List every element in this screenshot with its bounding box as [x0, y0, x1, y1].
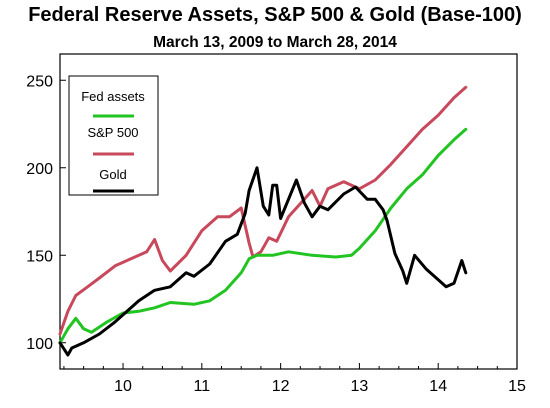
- legend: Fed assets S&P 500 Gold: [68, 75, 159, 196]
- y-tick-label: 200: [26, 161, 53, 178]
- series-line-fed-assets: [58, 127, 468, 345]
- y-tick-label: 100: [26, 336, 53, 353]
- series-layer: [58, 85, 468, 357]
- x-tick-label: 15: [508, 378, 526, 395]
- series-line-gold: [58, 166, 468, 357]
- y-tick-label: 250: [26, 73, 53, 90]
- legend-label-gold: Gold: [99, 167, 126, 182]
- legend-label-sp500: S&P 500: [87, 125, 138, 140]
- plot-frame: [59, 53, 518, 370]
- legend-label-fed-assets: Fed assets: [81, 89, 145, 104]
- x-tick-label: 13: [351, 378, 369, 395]
- chart-title: Federal Reserve Assets, S&P 500 & Gold (…: [28, 4, 522, 26]
- x-tick-label: 12: [272, 378, 290, 395]
- x-tick-label: 10: [114, 378, 132, 395]
- y-tick-label: 150: [26, 248, 53, 265]
- x-axis: 10 11 12 13 14 15: [63, 363, 526, 395]
- legend-box: [68, 75, 159, 196]
- x-tick-label: 11: [194, 378, 211, 395]
- y-axis: 100 150 200 250: [26, 73, 66, 353]
- x-tick-label: 14: [429, 378, 447, 395]
- chart-subtitle: March 13, 2009 to March 28, 2014: [153, 34, 397, 51]
